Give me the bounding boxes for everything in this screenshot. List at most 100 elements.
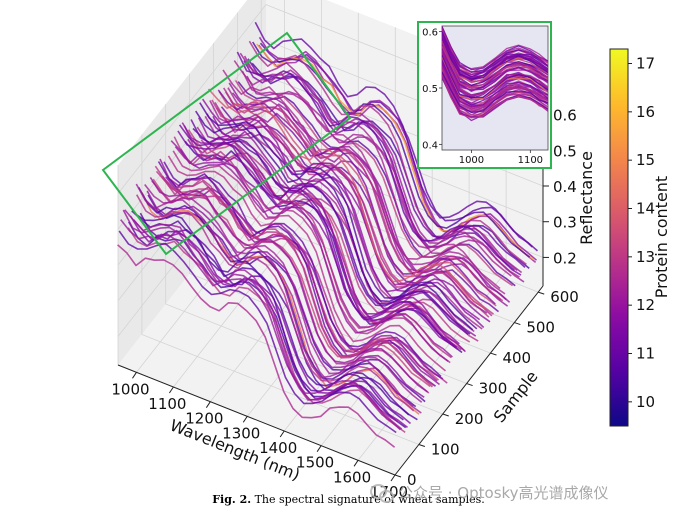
spectrum-line — [117, 244, 396, 448]
colorbar-tick-label: 11 — [636, 345, 655, 363]
y-tick-label: 600 — [550, 288, 579, 306]
highlight-box — [101, 31, 352, 256]
inset-plot: 1000 1100 0.4 0.5 0.6 — [417, 21, 552, 169]
spectrum-line — [199, 102, 478, 330]
spectrum-line — [170, 140, 449, 363]
spectrum-line — [223, 87, 502, 301]
x-tick-label: 1400 — [259, 439, 297, 457]
inset-y-tick-label: 0.4 — [422, 140, 438, 151]
z-tick-label: 0.5 — [553, 142, 577, 160]
spectrum-line — [248, 40, 527, 266]
spectrum-line — [154, 165, 433, 388]
inset-spectrum-line — [442, 46, 548, 89]
x-tick-mark — [390, 474, 396, 482]
watermark: 公众号 · Optosky高光谱成像仪 — [370, 482, 609, 503]
x-tick-label: 1600 — [333, 468, 371, 486]
grid-line-x — [173, 0, 322, 388]
spectrum-line — [222, 69, 501, 290]
colorbar-tick-label: 14 — [636, 200, 655, 218]
inset-curves — [442, 26, 548, 122]
colorbar-tick-label: 15 — [636, 151, 655, 169]
x-tick-mark — [316, 445, 322, 452]
spectral-curves — [117, 21, 539, 448]
colorbar-gradient — [609, 48, 629, 427]
spectrum-line — [180, 148, 459, 350]
caption-text: The spectral signature of wheat samples. — [254, 493, 485, 506]
z-tick-label: 0.3 — [553, 214, 577, 232]
left-pane — [118, 0, 266, 365]
y-tick-mark — [466, 383, 473, 387]
colorbar-tick-label: 16 — [636, 103, 655, 121]
spectrum-line — [217, 89, 496, 305]
inset-spectrum-line — [442, 38, 548, 79]
colorbar-tick-label: 10 — [636, 393, 655, 411]
spectrum-line — [192, 139, 471, 343]
caption-label: Fig. 2. — [212, 493, 252, 506]
colorbar-tick-label: 12 — [636, 296, 655, 314]
x-tick-mark — [279, 430, 285, 438]
spectrum-line — [120, 219, 399, 423]
z-tick-label: 0.4 — [553, 178, 577, 196]
spectrum-line — [195, 110, 474, 331]
y-tick-mark — [490, 352, 497, 356]
y-tick-mark — [514, 322, 521, 326]
spectrum-line — [227, 87, 506, 295]
inset-spectrum-line — [442, 63, 548, 107]
inset-spectrum-line — [442, 74, 548, 119]
spectrum-line — [233, 60, 512, 277]
axis-lines — [117, 86, 549, 482]
spectrum-line — [124, 209, 403, 430]
y-tick-mark — [442, 413, 449, 417]
y-tick-label: 400 — [502, 349, 531, 367]
spectrum-line — [218, 90, 497, 307]
x-tick-mark — [353, 460, 359, 467]
colorbar-tick-label: 13 — [636, 248, 655, 266]
spectrum-line — [259, 42, 539, 252]
inset-x-tick-label: 1000 — [459, 155, 484, 166]
x-tick-mark — [205, 401, 211, 408]
highlight-region-box — [101, 31, 352, 256]
spectrum-line — [157, 161, 436, 387]
y-tick-label: 300 — [479, 380, 508, 398]
y-axis-line — [394, 285, 544, 476]
watermark-text: 公众号 · Optosky高光谱成像仪 — [398, 484, 609, 502]
z-tick-label: 0.6 — [553, 107, 577, 125]
spectrum-line — [127, 227, 406, 434]
x-tick-label: 1300 — [222, 424, 260, 442]
inset-x-tick-label: 1100 — [518, 155, 543, 166]
grid-line-y — [141, 134, 420, 445]
inset-y-tick-label: 0.5 — [422, 84, 438, 95]
grid-line-y — [213, 43, 491, 354]
spectrum-line — [207, 88, 486, 310]
y-tick-mark — [538, 291, 545, 295]
x-tick-label: 1000 — [111, 380, 149, 398]
grid-line-y — [189, 73, 467, 384]
spectrum-line — [237, 81, 516, 287]
inset-spectrum-line — [442, 71, 548, 114]
inset-spectrum-line — [442, 42, 548, 88]
spectrum-line — [236, 51, 515, 271]
x-tick-label: 1200 — [185, 410, 223, 428]
spectrum-line — [177, 130, 456, 348]
colorbar-tick-label: 17 — [636, 55, 655, 73]
inset-spectrum-line — [442, 49, 548, 91]
x-tick-label: 1500 — [296, 454, 334, 472]
spectrum-line — [136, 194, 415, 412]
spectrum-line — [234, 79, 514, 287]
spectrum-line — [254, 21, 533, 248]
y-tick-label: 500 — [526, 319, 555, 337]
y-tick-mark — [418, 444, 426, 447]
spectrum-line — [135, 183, 414, 407]
x-tick-label: 1100 — [148, 395, 186, 413]
spectrum-line — [173, 136, 452, 359]
colorbar-label: Protein content — [652, 176, 671, 298]
z-tick-label: 0.2 — [553, 249, 577, 267]
inset-spectrum-line — [442, 54, 548, 98]
x-axis-line — [117, 364, 396, 476]
spectrum-line — [206, 113, 485, 329]
spectrum-line — [125, 200, 404, 421]
spectrum-line — [131, 210, 410, 416]
spectrum-line — [152, 178, 431, 388]
inset-spectrum-line — [442, 28, 548, 74]
